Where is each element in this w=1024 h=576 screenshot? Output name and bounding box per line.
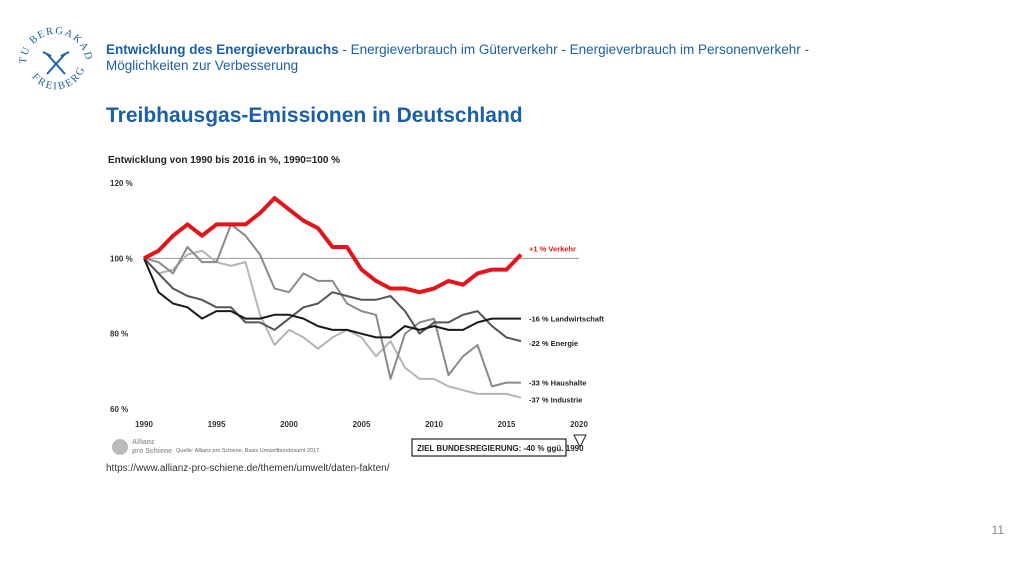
series-label: -33 % Haushalte [529,379,587,388]
annotation-text: ZIEL BUNDESREGIERUNG: -40 % ggü. 1990 [417,444,584,453]
slide-header: Entwicklung des Energieverbrauchs - Ener… [106,42,866,74]
chart-subtitle: Entwicklung von 1990 bis 2016 in %, 1990… [108,155,340,166]
svg-text:TU BERGAKADEMIE: TU BERGAKADEMIE [14,18,94,64]
logo-text-top: TU BERGAKADEMIE [14,18,93,64]
y-tick-label: 120 % [110,179,133,188]
header-topic-bold: Entwicklung des Energieverbrauchs [106,42,339,57]
series-line-1 [143,196,523,295]
x-tick-label: 1995 [208,420,226,429]
slide-title: Treibhausgas-Emissionen in Deutschland [106,104,523,127]
series-label: -16 % Landwirtschaft [529,315,605,324]
x-tick-label: 2020 [570,420,588,429]
x-tick-label: 2010 [425,420,443,429]
series-line-2 [143,257,521,339]
series-label: -22 % Energie [529,339,578,348]
source-logo-line2: pro Schiene [132,448,172,455]
tu-freiberg-logo: TU BERGAKADEMIE FREIBERG [14,18,94,92]
y-tick-label: 100 % [110,254,133,263]
series-line-3 [143,257,522,343]
x-tick-label: 2000 [280,420,298,429]
x-tick-label: 2005 [353,420,371,429]
x-tick-label: 2015 [498,420,516,429]
header-topic-rest: - Energieverbrauch im Güterverkehr - Ene… [106,42,810,73]
series-line-5 [143,249,522,399]
y-tick-label: 80 % [110,330,128,339]
emissions-line-chart: Entwicklung von 1990 bis 2016 in %, 1990… [108,155,605,457]
source-url[interactable]: https://www.allianz-pro-schiene.de/theme… [106,463,390,474]
source-logo-line1: Allianz [132,439,155,446]
crossed-hammers-icon [42,51,70,75]
series-label: -37 % Industrie [529,396,582,405]
y-tick-label: 60 % [110,405,128,414]
x-tick-label: 1990 [135,420,153,429]
series-label: +1 % Verkehr [529,245,576,254]
annotation-target-box: ZIEL BUNDESREGIERUNG: -40 % ggü. 1990 [411,434,587,457]
chart-source: Quelle: Allianz pro Schiene, Basis Umwel… [176,448,321,454]
allianz-pro-schiene-logo: Allianz pro Schiene [112,439,172,455]
page-number: 11 [991,523,1004,537]
series-line-4 [143,223,521,388]
